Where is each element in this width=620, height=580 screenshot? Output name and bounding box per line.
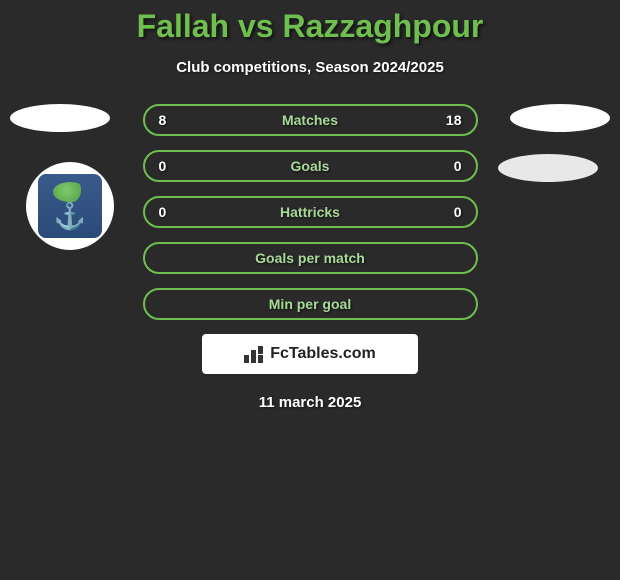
- comparison-content: 8 Matches 18 0 Goals 0 0 Hattricks 0 Goa…: [0, 104, 620, 411]
- stat-right-value: 0: [454, 204, 462, 220]
- player-right-oval-2: [498, 154, 598, 182]
- player-left-oval: [10, 104, 110, 132]
- stat-label: Goals: [291, 158, 330, 174]
- stat-row-goals-per-match: Goals per match: [0, 242, 620, 274]
- stat-pill: 0 Hattricks 0: [143, 196, 478, 228]
- branding-text: FcTables.com: [270, 345, 376, 363]
- stat-label: Hattricks: [280, 204, 340, 220]
- stat-right-value: 0: [454, 158, 462, 174]
- stat-row-min-per-goal: Min per goal: [0, 288, 620, 320]
- subtitle: Club competitions, Season 2024/2025: [0, 59, 620, 76]
- stat-label: Min per goal: [269, 296, 351, 312]
- stat-pill: 8 Matches 18: [143, 104, 478, 136]
- stat-label: Matches: [282, 112, 338, 128]
- player-right-oval-1: [510, 104, 610, 132]
- stat-right-value: 18: [446, 112, 462, 128]
- stat-pill: Goals per match: [143, 242, 478, 274]
- anchor-icon: [38, 174, 102, 238]
- club-badge: [26, 162, 114, 250]
- stat-left-value: 0: [159, 204, 167, 220]
- stat-left-value: 8: [159, 112, 167, 128]
- branding-badge[interactable]: FcTables.com: [202, 334, 418, 374]
- stat-pill: Min per goal: [143, 288, 478, 320]
- page-title: Fallah vs Razzaghpour: [0, 0, 620, 45]
- stat-label: Goals per match: [255, 250, 365, 266]
- bar-chart-icon: [244, 345, 266, 363]
- date-label: 11 march 2025: [0, 394, 620, 411]
- stat-pill: 0 Goals 0: [143, 150, 478, 182]
- stat-left-value: 0: [159, 158, 167, 174]
